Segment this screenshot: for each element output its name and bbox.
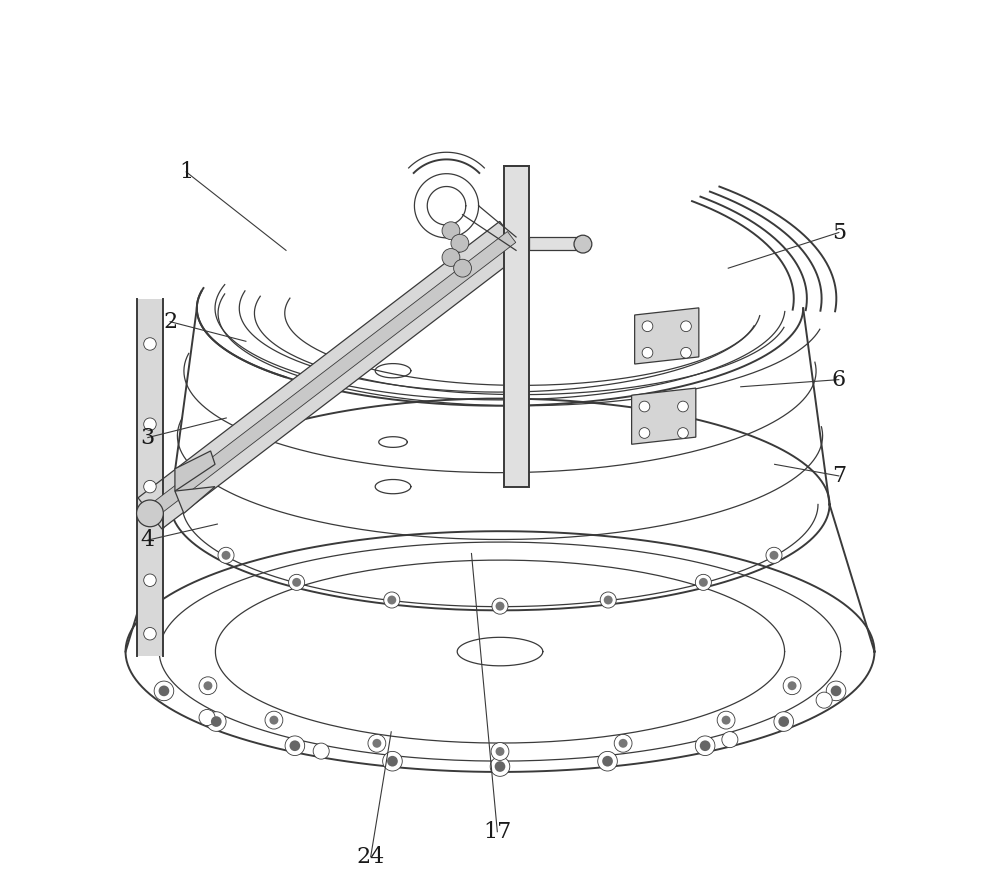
- Circle shape: [218, 547, 234, 563]
- Text: 2: 2: [163, 311, 177, 333]
- Circle shape: [678, 428, 688, 438]
- Circle shape: [372, 739, 381, 747]
- Circle shape: [144, 418, 156, 430]
- Circle shape: [292, 578, 301, 587]
- Circle shape: [614, 734, 632, 752]
- Text: 7: 7: [832, 465, 846, 487]
- Circle shape: [770, 551, 778, 560]
- Circle shape: [451, 234, 469, 252]
- Circle shape: [211, 716, 222, 727]
- Polygon shape: [632, 388, 696, 445]
- Circle shape: [265, 711, 283, 729]
- Text: 3: 3: [141, 427, 155, 448]
- Circle shape: [206, 712, 226, 731]
- Circle shape: [144, 574, 156, 587]
- Circle shape: [602, 755, 613, 766]
- Text: 24: 24: [357, 846, 385, 868]
- Circle shape: [496, 747, 504, 756]
- Circle shape: [766, 547, 782, 563]
- Circle shape: [604, 596, 613, 605]
- Circle shape: [199, 677, 217, 695]
- Text: 4: 4: [141, 530, 155, 551]
- Circle shape: [783, 677, 801, 695]
- Polygon shape: [504, 165, 529, 487]
- Circle shape: [826, 681, 846, 701]
- Circle shape: [699, 578, 708, 587]
- Circle shape: [144, 480, 156, 493]
- Polygon shape: [175, 487, 215, 513]
- Circle shape: [442, 248, 460, 266]
- Circle shape: [681, 321, 691, 331]
- Circle shape: [600, 592, 616, 608]
- Circle shape: [619, 739, 628, 747]
- Circle shape: [454, 259, 471, 277]
- Circle shape: [313, 743, 329, 759]
- Circle shape: [574, 235, 592, 253]
- Circle shape: [681, 347, 691, 358]
- Circle shape: [285, 736, 305, 755]
- Circle shape: [639, 401, 650, 412]
- Circle shape: [154, 681, 174, 701]
- Circle shape: [222, 551, 230, 560]
- Circle shape: [199, 709, 215, 725]
- Circle shape: [678, 401, 688, 412]
- Polygon shape: [146, 231, 516, 519]
- Polygon shape: [138, 221, 524, 529]
- Circle shape: [387, 596, 396, 605]
- Text: 17: 17: [483, 821, 511, 843]
- Text: 5: 5: [832, 221, 846, 244]
- Text: 1: 1: [179, 161, 193, 183]
- Circle shape: [387, 755, 398, 766]
- Circle shape: [695, 574, 711, 590]
- Circle shape: [159, 686, 169, 697]
- Polygon shape: [175, 451, 215, 491]
- Circle shape: [831, 686, 841, 697]
- Circle shape: [700, 740, 710, 751]
- Circle shape: [774, 712, 794, 731]
- Circle shape: [722, 715, 731, 724]
- Circle shape: [639, 428, 650, 438]
- Polygon shape: [529, 237, 583, 250]
- Circle shape: [492, 598, 508, 614]
- Circle shape: [642, 321, 653, 331]
- Circle shape: [289, 574, 305, 590]
- Circle shape: [717, 711, 735, 729]
- Circle shape: [384, 592, 400, 608]
- Circle shape: [788, 681, 797, 690]
- Circle shape: [496, 602, 504, 611]
- Circle shape: [383, 751, 402, 771]
- Circle shape: [816, 692, 832, 708]
- Circle shape: [144, 338, 156, 350]
- Circle shape: [203, 681, 212, 690]
- Circle shape: [137, 500, 163, 527]
- Circle shape: [290, 740, 300, 751]
- Circle shape: [695, 736, 715, 755]
- Circle shape: [442, 221, 460, 239]
- Circle shape: [598, 751, 617, 771]
- Circle shape: [642, 347, 653, 358]
- Circle shape: [368, 734, 386, 752]
- Polygon shape: [635, 308, 699, 364]
- Circle shape: [778, 716, 789, 727]
- Circle shape: [722, 731, 738, 747]
- Circle shape: [491, 743, 509, 761]
- Circle shape: [490, 756, 510, 776]
- Circle shape: [269, 715, 278, 724]
- Circle shape: [144, 628, 156, 640]
- Text: 6: 6: [832, 369, 846, 390]
- Circle shape: [495, 761, 505, 772]
